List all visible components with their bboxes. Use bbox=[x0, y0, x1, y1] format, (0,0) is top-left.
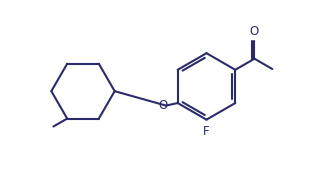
Text: F: F bbox=[203, 125, 210, 138]
Text: O: O bbox=[159, 99, 168, 112]
Text: O: O bbox=[250, 24, 259, 37]
